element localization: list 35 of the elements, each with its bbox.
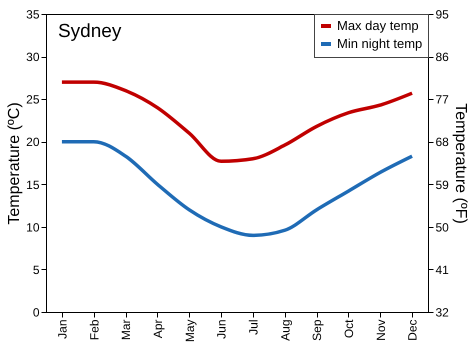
x-tick-label: Jan (55, 320, 70, 339)
x-tick-label: Aug (278, 320, 292, 341)
x-tick-label: Nov (374, 320, 388, 341)
legend-label: Min night temp (337, 36, 422, 51)
x-tick-label: Apr (150, 320, 165, 338)
y-tick-label: 10 (26, 220, 40, 234)
x-tick-label: Sep (310, 319, 324, 341)
x-tick-label: Oct (342, 318, 356, 338)
y2-tick-label: 95 (436, 8, 450, 22)
y2-tick-label: 59 (436, 178, 450, 192)
line-series (60, 140, 414, 238)
y2-tick-label: 50 (436, 220, 450, 234)
y-tick-label: 25 (26, 92, 40, 107)
x-tick-label: Jul (246, 320, 260, 335)
chart-title: Sydney (58, 21, 122, 42)
legend-label: Max day temp (337, 18, 419, 33)
y2-tick-label: 68 (436, 135, 450, 150)
y2-tick-label: 77 (436, 92, 450, 107)
x-tick-label: Dec (406, 320, 420, 341)
y-axis-title: Temperature (ºC) (6, 102, 24, 225)
y-tick-label: 15 (26, 178, 40, 192)
y-tick-label: 30 (26, 50, 40, 64)
x-tick-label: Feb (87, 319, 102, 340)
y2-tick-label: 32 (436, 306, 450, 320)
y-tick-label: 5 (32, 262, 40, 277)
x-tick-label: Jun (214, 320, 229, 339)
y2-tick-label: 41 (436, 262, 450, 277)
y-tick-label: 20 (26, 135, 40, 150)
x-tick-label: May (182, 320, 197, 342)
y-tick-label: 0 (32, 306, 40, 320)
y-tick-label: 35 (26, 8, 40, 22)
y2-tick-label: 86 (436, 50, 450, 64)
line-series (60, 80, 414, 164)
y2-axis-title: Temperature (ºF) (452, 103, 469, 224)
x-tick-label: Mar (119, 320, 134, 340)
